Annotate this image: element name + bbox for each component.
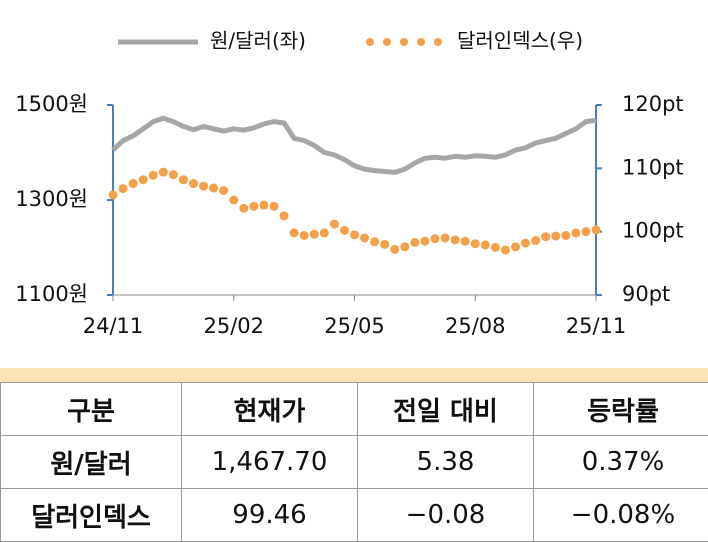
series-dot (592, 225, 601, 234)
series-dot (420, 237, 429, 246)
legend-label: 원/달러(좌) (210, 29, 306, 53)
series-dot (481, 240, 490, 249)
y-tick-label: 1300원 (15, 187, 88, 211)
series-dot (511, 242, 520, 251)
series-dot (461, 237, 470, 246)
series-dot (581, 227, 590, 236)
series-dot (551, 232, 560, 241)
series-dot (531, 236, 540, 245)
legend-dot (400, 38, 408, 46)
series-dot (491, 243, 500, 252)
legend-dot (383, 38, 391, 46)
row-header-cell: 원/달러 (1, 436, 182, 489)
series-dot (350, 230, 359, 239)
series-dot (380, 240, 389, 249)
header-cell: 전일 대비 (358, 383, 534, 436)
series-dot (129, 179, 138, 188)
series-dot (139, 175, 148, 184)
header-cell: 구분 (1, 383, 182, 436)
series-dot (561, 231, 570, 240)
series-dot (471, 239, 480, 248)
x-tick-label: 25/11 (566, 314, 627, 338)
x-tick-label: 25/02 (203, 314, 264, 338)
series-dot (270, 202, 279, 211)
series-dot (400, 242, 409, 251)
series-dot (199, 182, 208, 191)
series-dot (280, 211, 289, 220)
value-cell: 0.37% (534, 436, 708, 489)
header-cell: 현재가 (182, 383, 358, 436)
series-dot (310, 230, 319, 239)
series-dot (169, 170, 178, 179)
chart: 원/달러(좌) 달러인덱스(우) 1100원 1300원 1500원 90pt 100pt 1… (0, 0, 708, 368)
legend-dot (417, 38, 425, 46)
y-tick-label: 1500원 (15, 92, 88, 116)
y2-tick-label: 90pt (622, 282, 670, 306)
series-dot (451, 235, 460, 244)
legend-label: 달러인덱스(우) (457, 29, 583, 53)
value-cell: 5.38 (358, 436, 534, 489)
series-dot (219, 186, 228, 195)
table-top-band (0, 368, 708, 382)
series-dot (330, 220, 339, 229)
y2-tick-label: 110pt (622, 155, 684, 179)
y-tick-label: 1100원 (15, 282, 88, 306)
series-dot (239, 204, 248, 213)
series-dot (290, 228, 299, 237)
value-cell: −0.08 (358, 489, 534, 542)
row-header-cell: 달러인덱스 (1, 489, 182, 542)
series-dot (209, 183, 218, 192)
series-dot (119, 184, 128, 193)
x-tick-label: 25/05 (324, 314, 385, 338)
value-cell: 1,467.70 (182, 436, 358, 489)
series-dot (189, 179, 198, 188)
value-cell: −0.08% (534, 489, 708, 542)
series-dot (441, 234, 450, 243)
series-dot (249, 202, 258, 211)
series-dot (179, 175, 188, 184)
series-line (113, 118, 596, 172)
series-dot (571, 228, 580, 237)
x-tick-label: 24/11 (83, 314, 144, 338)
series-dot (360, 234, 369, 243)
series-dot (370, 237, 379, 246)
series-dot (431, 234, 440, 243)
series-dot (159, 168, 168, 177)
x-tick-label: 25/08 (445, 314, 506, 338)
series-dot (300, 231, 309, 240)
header-cell: 등락률 (534, 383, 708, 436)
series-dot (229, 196, 238, 205)
series-dot (541, 232, 550, 241)
legend-dot (434, 38, 442, 46)
y2-tick-label: 100pt (622, 219, 684, 243)
y2-tick-label: 120pt (622, 92, 684, 116)
series-dot (149, 171, 158, 180)
series-dot (501, 246, 510, 255)
series-dot (109, 190, 118, 199)
value-cell: 99.46 (182, 489, 358, 542)
series-dot (320, 228, 329, 237)
legend-dot (366, 38, 374, 46)
series-dot (521, 239, 530, 248)
series-dot (259, 201, 268, 210)
series-dot (390, 245, 399, 254)
series-dot (340, 226, 349, 235)
series-dot (410, 238, 419, 247)
